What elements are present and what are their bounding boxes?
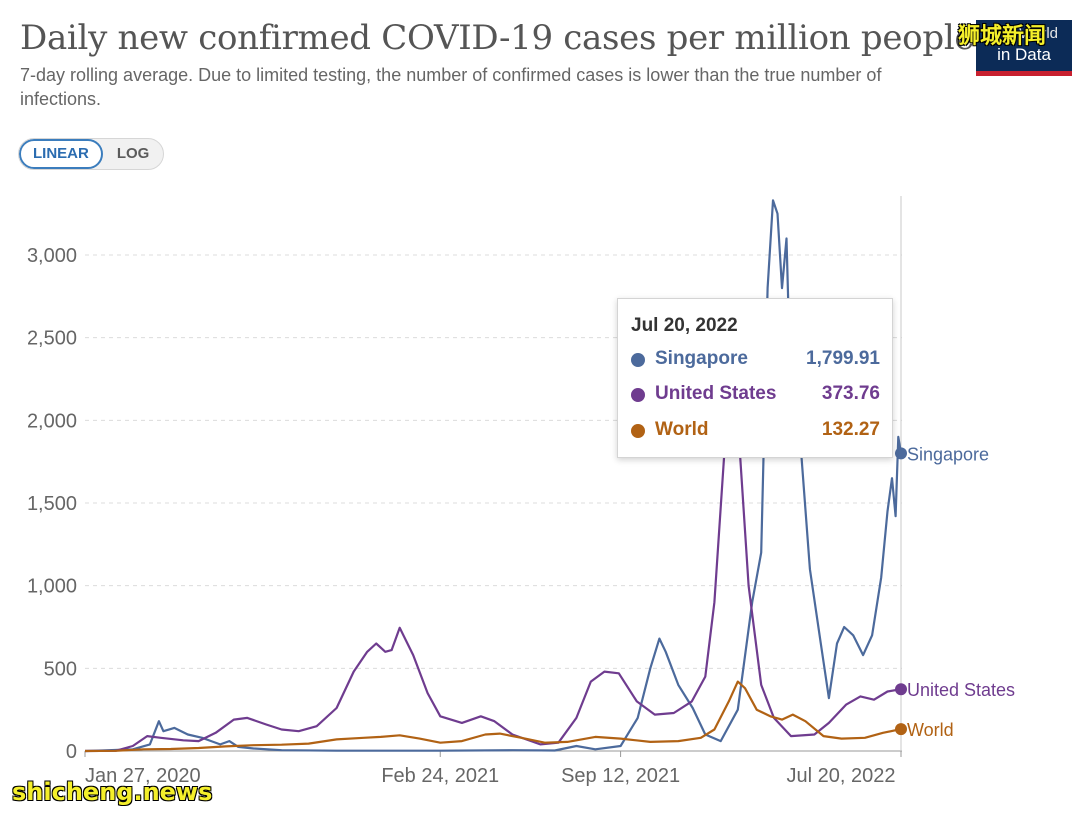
world-dot-icon	[631, 424, 645, 438]
chart-title: Daily new confirmed COVID-19 cases per m…	[20, 18, 975, 58]
series-line-united-states	[84, 353, 902, 753]
y-tick-label: 500	[44, 658, 77, 680]
watermark-bottom: shicheng.news	[12, 778, 213, 806]
tooltip-series-value: 1,799.91	[806, 348, 880, 369]
tooltip-row-singapore: Singapore 1,799.91	[631, 347, 880, 373]
tooltip-row-world: World 132.27	[631, 418, 880, 444]
x-tick-label: Jul 20, 2022	[787, 765, 896, 787]
y-tick-label: 1,500	[27, 493, 77, 515]
y-tick-label: 2,000	[27, 410, 77, 432]
y-tick-label: 2,500	[27, 328, 77, 350]
watermark-top: 狮城新闻	[958, 24, 1047, 49]
logo-line-1: Our World	[989, 25, 1059, 42]
series-line-singapore	[84, 199, 903, 753]
series-end-label-united-states: United States	[907, 680, 1015, 700]
x-tick-label: Sep 12, 2021	[561, 765, 680, 787]
united-states-dot-icon	[631, 388, 645, 402]
tooltip-row-united-states: United States 373.76	[631, 382, 880, 408]
tooltip-series-name: Singapore	[655, 348, 748, 369]
y-tick-label: 3,000	[27, 245, 77, 267]
logo-line-2: in Data	[997, 45, 1051, 64]
series-end-dot-world	[895, 723, 907, 736]
chart-subtitle: 7-day rolling average. Due to limited te…	[20, 65, 882, 109]
hover-tooltip: Jul 20, 2022 Singapore 1,799.91 United S…	[617, 298, 893, 458]
singapore-dot-icon	[631, 353, 645, 367]
series-end-dot-united-states	[895, 683, 907, 696]
tooltip-series-value: 132.27	[821, 419, 880, 440]
tooltip-series-value: 373.76	[821, 383, 880, 404]
tooltip-date: Jul 20, 2022	[631, 315, 738, 336]
series-end-dot-singapore	[895, 447, 907, 460]
scale-toggle: LINEAR LOG	[18, 138, 165, 170]
x-tick-label: Jan 27, 2020	[85, 765, 201, 787]
series-end-label-singapore: Singapore	[907, 444, 989, 464]
series-line-world	[84, 680, 902, 753]
tooltip-series-name: World	[655, 419, 709, 440]
log-scale-button[interactable]: LOG	[116, 145, 150, 162]
owid-logo[interactable]: Our World in Data	[976, 20, 1072, 76]
line-chart[interactable]: 0 500 1,000 1,500 2,000 2,500 3,000 Jan 27, 202…	[0, 180, 1080, 790]
y-tick-label: 0	[66, 741, 77, 763]
linear-scale-button[interactable]: LINEAR	[19, 139, 103, 169]
y-tick-label: 1,000	[27, 576, 77, 598]
series-end-label-world: World	[907, 720, 954, 740]
tooltip-series-name: United States	[655, 383, 777, 404]
x-tick-label: Feb 24, 2021	[381, 765, 499, 787]
